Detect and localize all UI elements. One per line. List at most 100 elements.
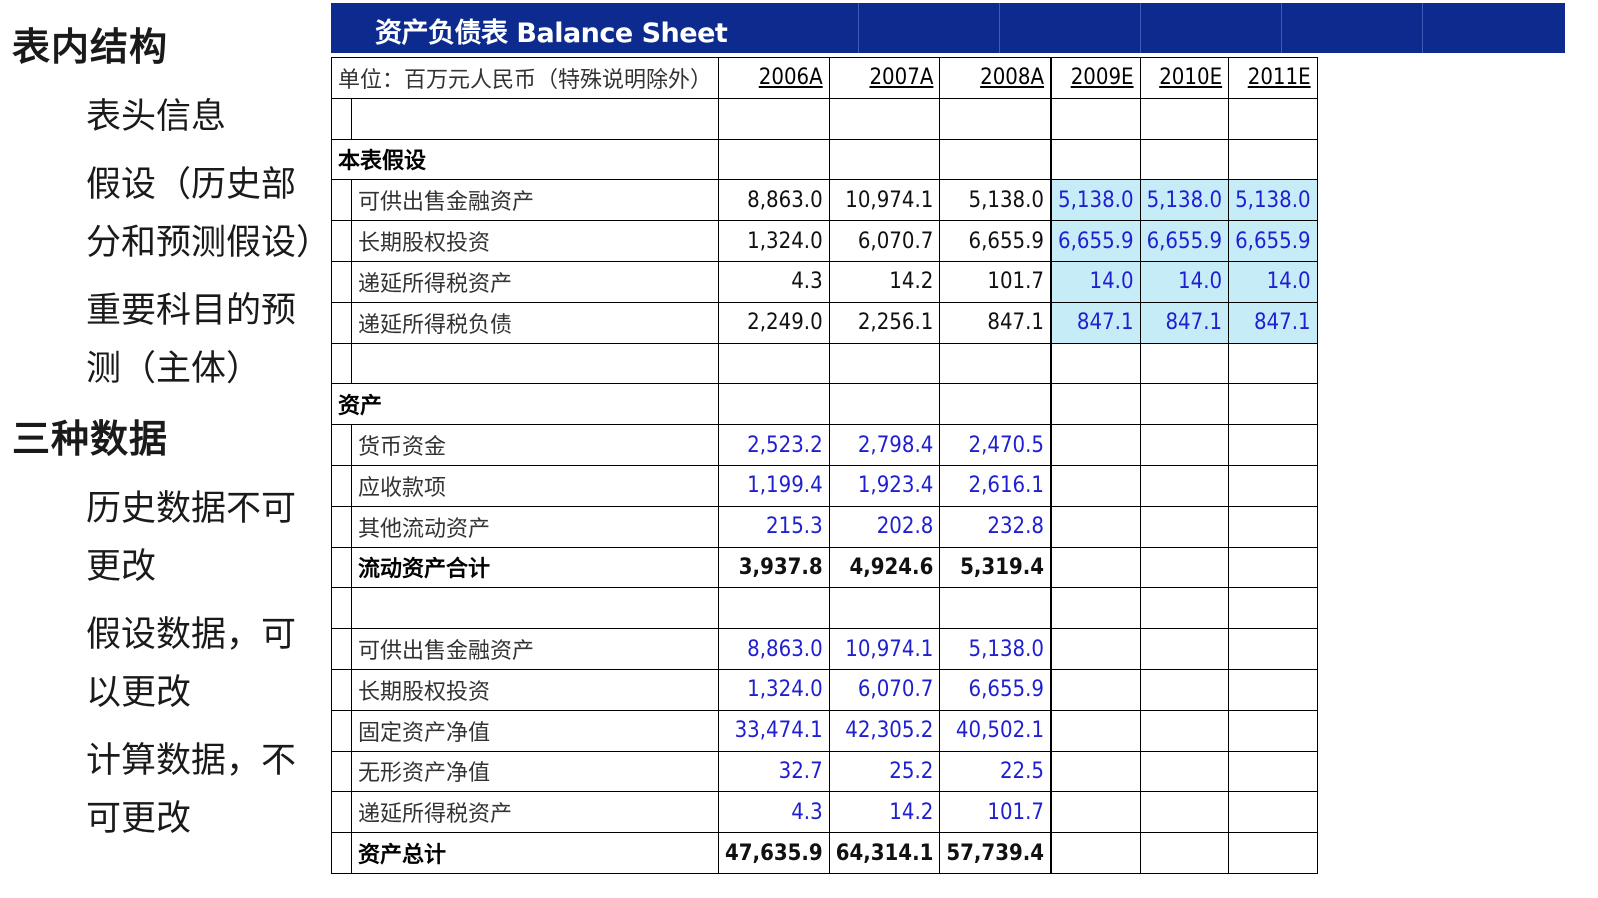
cell-value[interactable]: 33,474.1 (718, 709, 830, 752)
forecast-cell[interactable]: 847.1 (1139, 301, 1230, 344)
cell-value[interactable]: 202.8 (828, 505, 941, 548)
cell-value[interactable]: 2,523.2 (718, 424, 830, 466)
cell-value[interactable]: 6,070.7 (828, 668, 941, 711)
cell-value[interactable]: 2,249.0 (718, 301, 830, 344)
row-label: 货币资金 (351, 424, 720, 466)
header-row: 单位：百万元人民币（特殊说明除外） 2006A 2007A 2008A 2009… (330, 57, 1318, 99)
forecast-cell[interactable]: 14.0 (1228, 260, 1318, 303)
cell-value[interactable]: 232.8 (939, 505, 1053, 548)
total-value[interactable]: 5,319.4 (939, 546, 1053, 589)
outline-item-main-line2: 测（主体） (86, 349, 262, 389)
outline-item-calc-line2: 可更改 (86, 799, 192, 839)
table-row: 货币资金 2,523.2 2,798.4 2,470.5 (330, 424, 1318, 466)
cell-value[interactable]: 40,502.1 (939, 709, 1053, 752)
row-label: 资产总计 (351, 832, 720, 874)
cell-value[interactable]: 4.3 (718, 260, 830, 303)
forecast-cell[interactable]: 14.0 (1139, 260, 1230, 303)
table-row: 应收款项 1,199.4 1,923.4 2,616.1 (330, 464, 1318, 507)
year-2011: 2011E (1228, 57, 1318, 99)
cell-value[interactable]: 847.1 (939, 301, 1053, 344)
outline-heading-structure: 表内结构 (12, 25, 169, 69)
table-row: 递延所得税资产 4.3 14.2 101.7 14.0 14.0 14.0 (330, 260, 1318, 303)
cell-value[interactable]: 101.7 (939, 791, 1053, 834)
row-label: 其他流动资产 (351, 505, 720, 548)
cell-value[interactable]: 14.2 (828, 791, 941, 834)
forecast-cell[interactable]: 6,655.9 (1050, 220, 1141, 262)
cell-value[interactable]: 215.3 (718, 505, 830, 548)
blank-row (330, 97, 1318, 140)
balance-sheet-table: 单位：百万元人民币（特殊说明除外） 2006A 2007A 2008A 2009… (330, 57, 1318, 874)
total-row-current: 流动资产合计 3,937.8 4,924.6 5,319.4 (330, 546, 1318, 589)
total-value[interactable]: 4,924.6 (828, 546, 941, 589)
section-row-assumptions: 本表假设 (330, 138, 1318, 181)
outline-item-assum-line1: 假设数据，可 (86, 615, 297, 655)
table-row: 长期股权投资 1,324.0 6,070.7 6,655.9 6,655.9 6… (330, 220, 1318, 262)
cell-value[interactable]: 2,798.4 (828, 424, 941, 466)
row-label: 递延所得税资产 (351, 260, 720, 303)
forecast-cell[interactable]: 14.0 (1050, 260, 1141, 303)
cell-value[interactable]: 1,324.0 (718, 668, 830, 711)
cell-value[interactable]: 1,923.4 (828, 464, 941, 507)
forecast-cell[interactable]: 5,138.0 (1139, 179, 1230, 222)
cell-value[interactable]: 1,199.4 (718, 464, 830, 507)
cell-value[interactable]: 2,470.5 (939, 424, 1053, 466)
cell-value[interactable]: 8,863.0 (718, 179, 830, 222)
cell-value[interactable]: 6,655.9 (939, 668, 1053, 711)
forecast-cell[interactable]: 5,138.0 (1228, 179, 1318, 222)
cell-value[interactable]: 8,863.0 (718, 628, 830, 670)
year-2010: 2010E (1139, 57, 1230, 99)
total-row-assets: 资产总计 47,635.9 64,314.1 57,739.4 (330, 832, 1318, 874)
cell-value[interactable]: 42,305.2 (828, 709, 941, 752)
year-2007: 2007A (828, 57, 941, 99)
sheet-title: 资产负债表 Balance Sheet (375, 18, 728, 49)
cell-value[interactable]: 6,655.9 (939, 220, 1053, 262)
cell-value[interactable]: 10,974.1 (828, 179, 941, 222)
row-label: 无形资产净值 (351, 750, 720, 793)
forecast-cell[interactable]: 847.1 (1228, 301, 1318, 344)
table-row: 固定资产净值 33,474.1 42,305.2 40,502.1 (330, 709, 1318, 752)
outline-item-assumptions-line2: 分和预测假设） (86, 223, 332, 263)
cell-value[interactable]: 5,138.0 (939, 179, 1053, 222)
row-label: 递延所得税资产 (351, 791, 720, 834)
outline-panel: 表内结构 表头信息 假设（历史部 分和预测假设） 重要科目的预 测（主体） 三种… (0, 0, 336, 898)
row-label: 递延所得税负债 (351, 301, 720, 344)
forecast-cell[interactable]: 847.1 (1050, 301, 1141, 344)
cell-value[interactable]: 22.5 (939, 750, 1053, 793)
outline-item-main-line1: 重要科目的预 (86, 291, 297, 331)
cell-value[interactable]: 25.2 (828, 750, 941, 793)
table-row: 长期股权投资 1,324.0 6,070.7 6,655.9 (330, 668, 1318, 711)
cell-value[interactable]: 1,324.0 (718, 220, 830, 262)
cell-value[interactable]: 14.2 (828, 260, 941, 303)
unit-label: 单位：百万元人民币（特殊说明除外） (330, 57, 720, 99)
section-row-assets: 资产 (330, 383, 1318, 426)
cell-value[interactable]: 2,616.1 (939, 464, 1053, 507)
outline-item-hist-line2: 更改 (86, 547, 157, 587)
total-value[interactable]: 64,314.1 (828, 832, 941, 874)
cell-value[interactable]: 101.7 (939, 260, 1053, 303)
cell-value[interactable]: 32.7 (718, 750, 830, 793)
row-label: 流动资产合计 (351, 546, 720, 589)
outline-item-header: 表头信息 (86, 97, 227, 137)
table-row: 可供出售金融资产 8,863.0 10,974.1 5,138.0 5,138.… (330, 179, 1318, 222)
sheet-title-bar: 资产负债表 Balance Sheet (331, 3, 1565, 53)
blank-row (330, 342, 1318, 385)
forecast-cell[interactable]: 5,138.0 (1050, 179, 1141, 222)
total-value[interactable]: 47,635.9 (718, 832, 830, 874)
forecast-cell[interactable]: 6,655.9 (1139, 220, 1230, 262)
cell-value[interactable]: 2,256.1 (828, 301, 941, 344)
outline-item-assum-line2: 以更改 (86, 673, 192, 713)
outline-item-assumptions-line1: 假设（历史部 (86, 165, 297, 205)
year-2006: 2006A (718, 57, 830, 99)
total-value[interactable]: 57,739.4 (939, 832, 1053, 874)
cell-value[interactable]: 10,974.1 (828, 628, 941, 670)
cell-value[interactable]: 5,138.0 (939, 628, 1053, 670)
outline-heading-data: 三种数据 (12, 417, 169, 461)
cell-value[interactable]: 4.3 (718, 791, 830, 834)
cell-value[interactable]: 6,070.7 (828, 220, 941, 262)
total-value[interactable]: 3,937.8 (718, 546, 830, 589)
row-label: 可供出售金融资产 (351, 179, 720, 222)
forecast-cell[interactable]: 6,655.9 (1228, 220, 1318, 262)
row-label: 长期股权投资 (351, 668, 720, 711)
table-row: 递延所得税资产 4.3 14.2 101.7 (330, 791, 1318, 834)
section-assets: 资产 (330, 383, 720, 426)
